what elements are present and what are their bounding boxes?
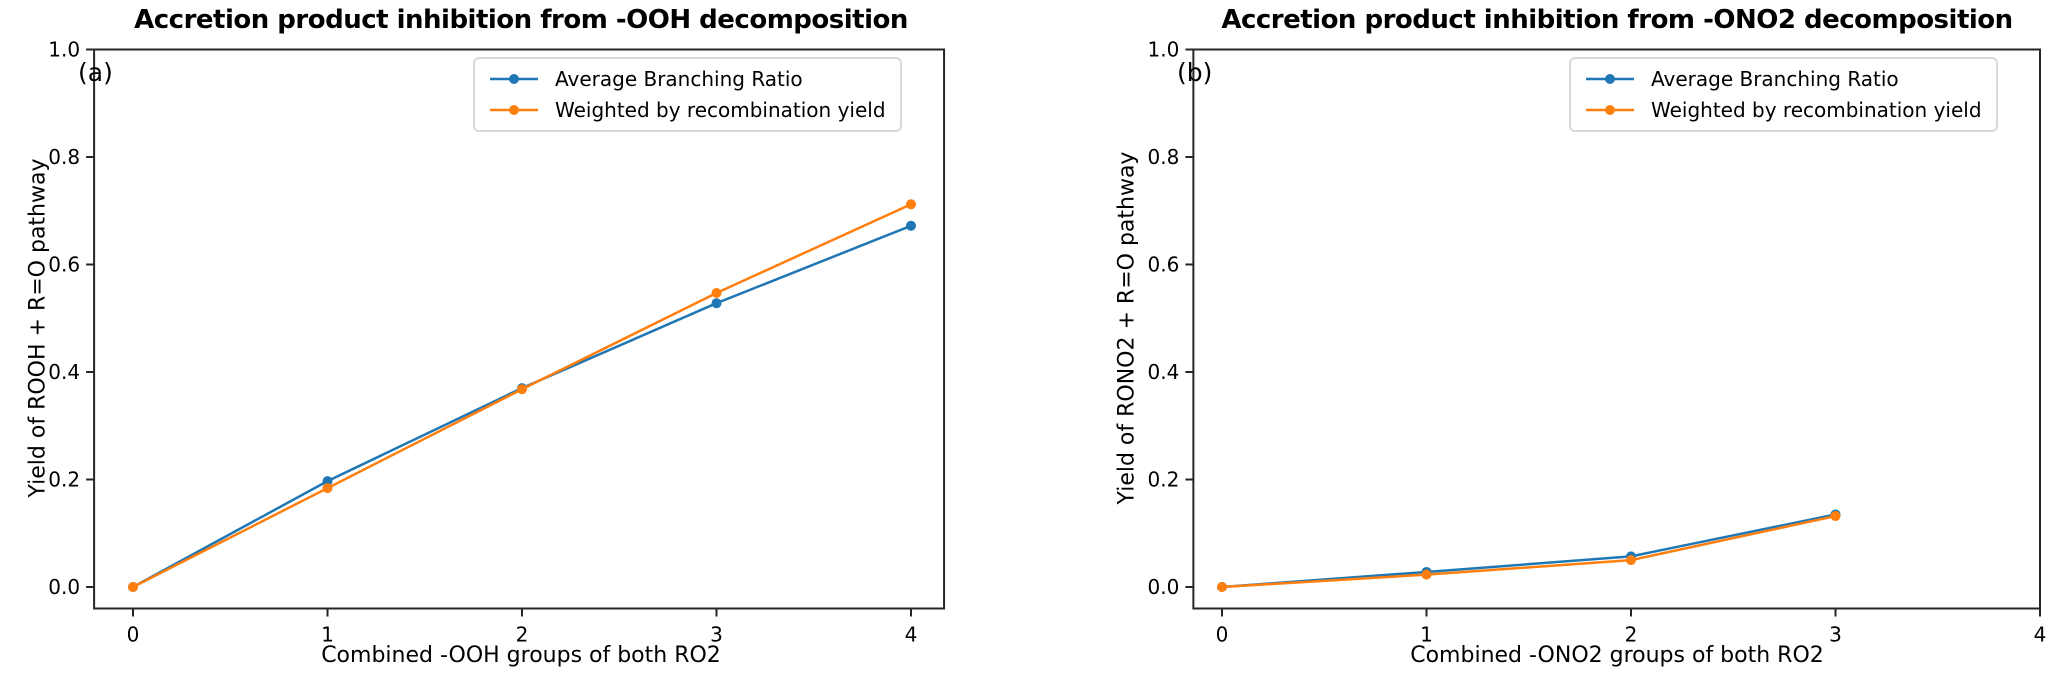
series-line [132,224,912,589]
x-tick-label: 1 [1420,623,1433,647]
chart-title-b: Accretion product inhibition from -ONO2 … [1221,5,2013,35]
series-line [132,203,912,589]
x-tick-label: 0 [1216,623,1229,647]
y-tick-label: 0.4 [48,360,80,384]
y-tick-label: 1.0 [48,38,80,62]
data-point [1421,569,1432,580]
legend-item: Weighted by recombination yield [1583,98,1982,122]
y-tick-label: 0.0 [1148,575,1180,599]
legend-label: Average Branching Ratio [1651,67,1899,91]
legend-item: Average Branching Ratio [1583,67,1982,91]
y-tick-label: 0.6 [1148,253,1180,277]
x-tick-label: 4 [2034,623,2047,647]
y-tick-label: 0.0 [48,575,80,599]
data-point [906,199,916,210]
legend-label: Weighted by recombination yield [1651,98,1982,122]
x-tick-label: 3 [1829,623,1842,647]
y-tick-label: 0.4 [1148,360,1180,384]
axes-frame [93,48,946,610]
y-tick-label: 0.2 [48,468,80,492]
y-tick-label: 0.8 [1148,145,1180,169]
legend-b: Average Branching Ratio Weighted by reco… [1569,57,1998,132]
data-point [322,483,333,494]
legend-line-sample-icon [1586,74,1634,84]
x-axis-label-b: Combined -ONO2 groups of both RO2 [1410,643,1824,668]
data-point [1830,511,1841,522]
y-axis-label-b: Yield of RONO2 + R=O pathway [1114,151,1140,505]
panel-label-b: (b) [1177,58,1213,87]
data-point [1217,582,1227,592]
y-tick-label: 0.6 [48,253,80,277]
x-tick-label: 4 [905,623,918,647]
x-axis-label-a: Combined -OOH groups of both RO2 [321,643,721,668]
y-tick-label: 0.2 [1148,468,1180,492]
legend-label: Average Branching Ratio [555,67,803,91]
axes-frame [1192,48,2041,610]
x-tick-label: 2 [1625,623,1638,647]
data-point [1626,555,1636,566]
data-point [711,298,722,309]
data-point [906,220,916,231]
legend-line-sample-icon [490,74,538,84]
legend-item: Weighted by recombination yield [487,98,886,122]
x-tick-label: 0 [127,623,140,647]
y-tick-label: 1.0 [1148,38,1180,62]
series-line [1221,514,1836,589]
legend-line-sample-icon [490,105,538,115]
legend-line-sample-icon [1586,105,1634,115]
data-point [322,476,333,487]
data-point [517,384,527,395]
legend-item: Average Branching Ratio [487,67,886,91]
x-tick-label: 3 [710,623,723,647]
panel-label-a: (a) [78,58,113,87]
legend-label: Weighted by recombination yield [555,98,886,122]
data-point [128,582,138,592]
data-point [711,287,722,298]
x-tick-label: 2 [516,623,529,647]
y-axis-label-a: Yield of ROOH + R=O pathway [25,158,51,498]
legend-a: Average Branching Ratio Weighted by reco… [473,57,902,132]
chart-title-a: Accretion product inhibition from -OOH d… [134,5,908,35]
x-tick-label: 1 [321,623,334,647]
series-line [1221,513,1836,589]
y-tick-label: 0.8 [48,145,80,169]
